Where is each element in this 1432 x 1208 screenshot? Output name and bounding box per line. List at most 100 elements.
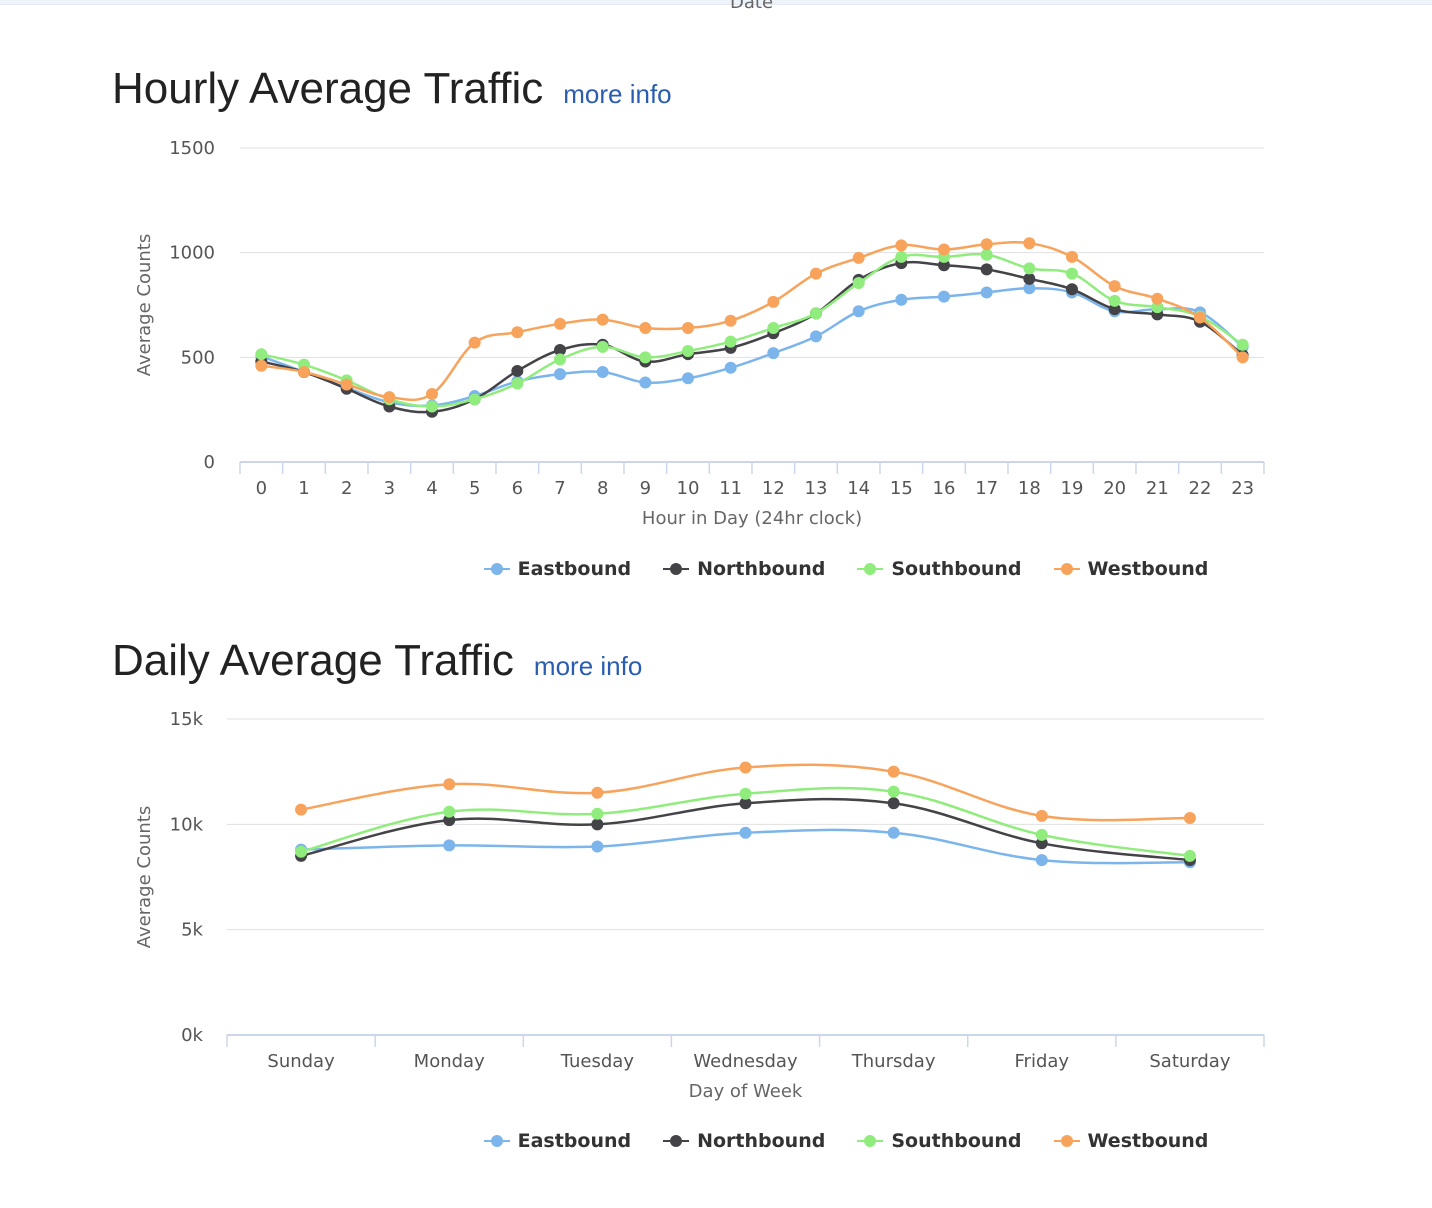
hourly-point-westbound	[298, 365, 310, 378]
daily-point-southbound	[295, 845, 308, 858]
hourly-point-eastbound	[554, 368, 566, 381]
daily-point-westbound	[1035, 809, 1048, 822]
hourly-y-tick-label: 1500	[169, 138, 215, 159]
daily-y-tick-label: 5k	[181, 920, 203, 941]
hourly-legend-eastbound[interactable]: Eastbound	[483, 558, 632, 580]
daily-x-tick-label: Tuesday	[560, 1051, 635, 1072]
hourly-y-tick-label: 500	[181, 347, 215, 368]
hourly-section-header: Hourly Average Traffic more info	[112, 64, 672, 114]
daily-point-southbound	[1035, 828, 1048, 841]
hourly-point-northbound	[980, 263, 993, 276]
hourly-point-southbound	[1108, 294, 1121, 307]
hourly-point-northbound	[511, 364, 524, 377]
hourly-x-tick-label: 20	[1103, 478, 1126, 499]
hourly-point-westbound	[1108, 280, 1121, 293]
hourly-point-westbound	[639, 322, 652, 335]
hourly-point-eastbound	[980, 286, 993, 299]
hourly-point-southbound	[639, 351, 652, 364]
hourly-x-tick-label: 6	[512, 478, 523, 499]
hourly-point-westbound	[980, 238, 993, 251]
hourly-x-tick-label: 1	[298, 478, 309, 499]
hourly-point-westbound	[554, 317, 566, 330]
hourly-x-tick-label: 23	[1231, 478, 1254, 499]
hourly-point-westbound	[682, 322, 694, 335]
hourly-chart-title: Hourly Average Traffic	[112, 64, 544, 113]
hourly-x-tick-label: 5	[469, 478, 480, 499]
hourly-point-southbound	[1023, 262, 1036, 275]
hourly-x-tick-label: 9	[640, 478, 651, 499]
hourly-point-eastbound	[767, 347, 780, 360]
legend-label: Southbound	[891, 1130, 1022, 1152]
hourly-point-westbound	[724, 314, 737, 327]
legend-label: Westbound	[1087, 1130, 1209, 1152]
hourly-x-tick-label: 21	[1146, 478, 1169, 499]
hourly-x-tick-label: 13	[805, 478, 828, 499]
legend-marker-icon	[1053, 1134, 1080, 1148]
hourly-series-line-northbound	[261, 260, 1244, 414]
hourly-point-southbound	[852, 277, 865, 290]
hourly-more-info-link[interactable]: more info	[563, 79, 672, 109]
hourly-legend-southbound[interactable]: Southbound	[857, 558, 1022, 580]
hourly-point-westbound	[383, 391, 396, 404]
daily-legend-northbound[interactable]: Northbound	[663, 1130, 825, 1152]
daily-x-tick-label: Sunday	[267, 1051, 335, 1072]
daily-point-eastbound	[591, 840, 604, 853]
daily-section-header: Daily Average Traffic more info	[112, 636, 642, 686]
legend-label: Eastbound	[517, 558, 632, 580]
hourly-point-eastbound	[1023, 282, 1036, 295]
daily-point-westbound	[443, 778, 456, 791]
hourly-x-tick-label: 10	[677, 478, 700, 499]
hourly-point-southbound	[895, 250, 908, 263]
daily-x-tick-label: Thursday	[851, 1051, 936, 1072]
daily-point-northbound	[739, 797, 752, 810]
daily-legend-southbound[interactable]: Southbound	[857, 1130, 1022, 1152]
legend-label: Southbound	[891, 558, 1022, 580]
daily-point-southbound	[887, 785, 900, 798]
hourly-point-westbound	[1194, 311, 1206, 324]
hourly-x-tick-label: 12	[762, 478, 785, 499]
hourly-legend-westbound[interactable]: Westbound	[1053, 558, 1209, 580]
hourly-x-tick-label: 19	[1061, 478, 1084, 499]
hourly-legend: Eastbound Northbound Southbound Westboun…	[0, 558, 1432, 580]
hourly-y-tick-label: 1000	[169, 243, 215, 264]
hourly-x-tick-label: 16	[933, 478, 956, 499]
hourly-point-northbound	[554, 344, 566, 357]
daily-more-info-link[interactable]: more info	[533, 651, 643, 681]
hourly-point-westbound	[895, 239, 908, 252]
hourly-point-eastbound	[852, 305, 865, 318]
daily-point-westbound	[591, 786, 604, 799]
hourly-point-westbound	[255, 359, 268, 372]
legend-label: Northbound	[697, 1130, 826, 1152]
previous-chart-axis-label: Date	[730, 0, 774, 13]
hourly-point-southbound	[426, 400, 438, 413]
hourly-legend-northbound[interactable]: Northbound	[663, 558, 825, 580]
daily-point-eastbound	[739, 826, 752, 839]
legend-marker-icon	[663, 562, 690, 576]
hourly-point-eastbound	[682, 372, 694, 385]
hourly-point-southbound	[1236, 338, 1249, 351]
hourly-point-southbound	[1151, 301, 1164, 314]
daily-y-tick-label: 0k	[181, 1025, 203, 1046]
hourly-point-northbound	[1108, 303, 1121, 316]
daily-point-eastbound	[443, 839, 456, 852]
hourly-x-tick-label: 15	[890, 478, 913, 499]
hourly-point-southbound	[724, 335, 737, 348]
daily-point-westbound	[887, 765, 900, 778]
hourly-point-westbound	[767, 295, 780, 308]
legend-marker-icon	[483, 562, 510, 576]
daily-legend-westbound[interactable]: Westbound	[1053, 1130, 1209, 1152]
hourly-point-westbound	[1066, 250, 1078, 263]
hourly-point-eastbound	[639, 376, 652, 389]
daily-x-axis-title: Day of Week	[689, 1081, 803, 1102]
daily-point-southbound	[443, 805, 456, 818]
hourly-y-axis-title: Average Counts	[134, 234, 155, 376]
daily-chart-title: Daily Average Traffic	[112, 636, 514, 685]
hourly-x-tick-label: 8	[597, 478, 608, 499]
hourly-x-tick-label: 4	[426, 478, 437, 499]
legend-label: Westbound	[1087, 558, 1209, 580]
daily-legend: Eastbound Northbound Southbound Westboun…	[0, 1130, 1432, 1152]
hourly-point-eastbound	[895, 293, 908, 306]
hourly-series-line-eastbound	[260, 287, 1244, 408]
hourly-point-westbound	[426, 387, 438, 400]
daily-legend-eastbound[interactable]: Eastbound	[483, 1130, 631, 1152]
